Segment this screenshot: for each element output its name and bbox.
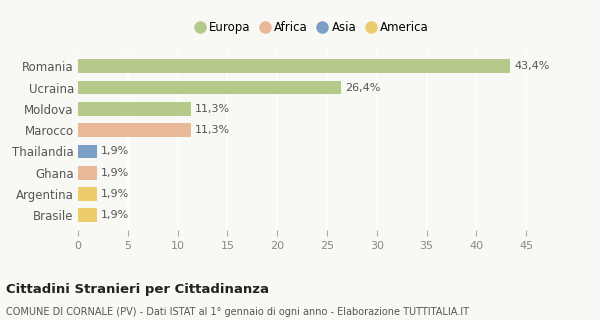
- Bar: [78, 123, 191, 137]
- Bar: [78, 166, 97, 180]
- Text: 1,9%: 1,9%: [101, 210, 129, 220]
- Bar: [78, 81, 341, 94]
- Bar: [78, 208, 97, 222]
- Text: Cittadini Stranieri per Cittadinanza: Cittadini Stranieri per Cittadinanza: [6, 283, 269, 296]
- Bar: [78, 59, 510, 73]
- Text: 1,9%: 1,9%: [101, 147, 129, 156]
- Legend: Europa, Africa, Asia, America: Europa, Africa, Asia, America: [191, 18, 433, 38]
- Text: 1,9%: 1,9%: [101, 168, 129, 178]
- Bar: [78, 102, 191, 116]
- Bar: [78, 145, 97, 158]
- Text: 11,3%: 11,3%: [194, 104, 230, 114]
- Text: COMUNE DI CORNALE (PV) - Dati ISTAT al 1° gennaio di ogni anno - Elaborazione TU: COMUNE DI CORNALE (PV) - Dati ISTAT al 1…: [6, 307, 469, 317]
- Text: 1,9%: 1,9%: [101, 189, 129, 199]
- Bar: [78, 187, 97, 201]
- Text: 11,3%: 11,3%: [194, 125, 230, 135]
- Text: 26,4%: 26,4%: [345, 83, 380, 92]
- Text: 43,4%: 43,4%: [514, 61, 550, 71]
